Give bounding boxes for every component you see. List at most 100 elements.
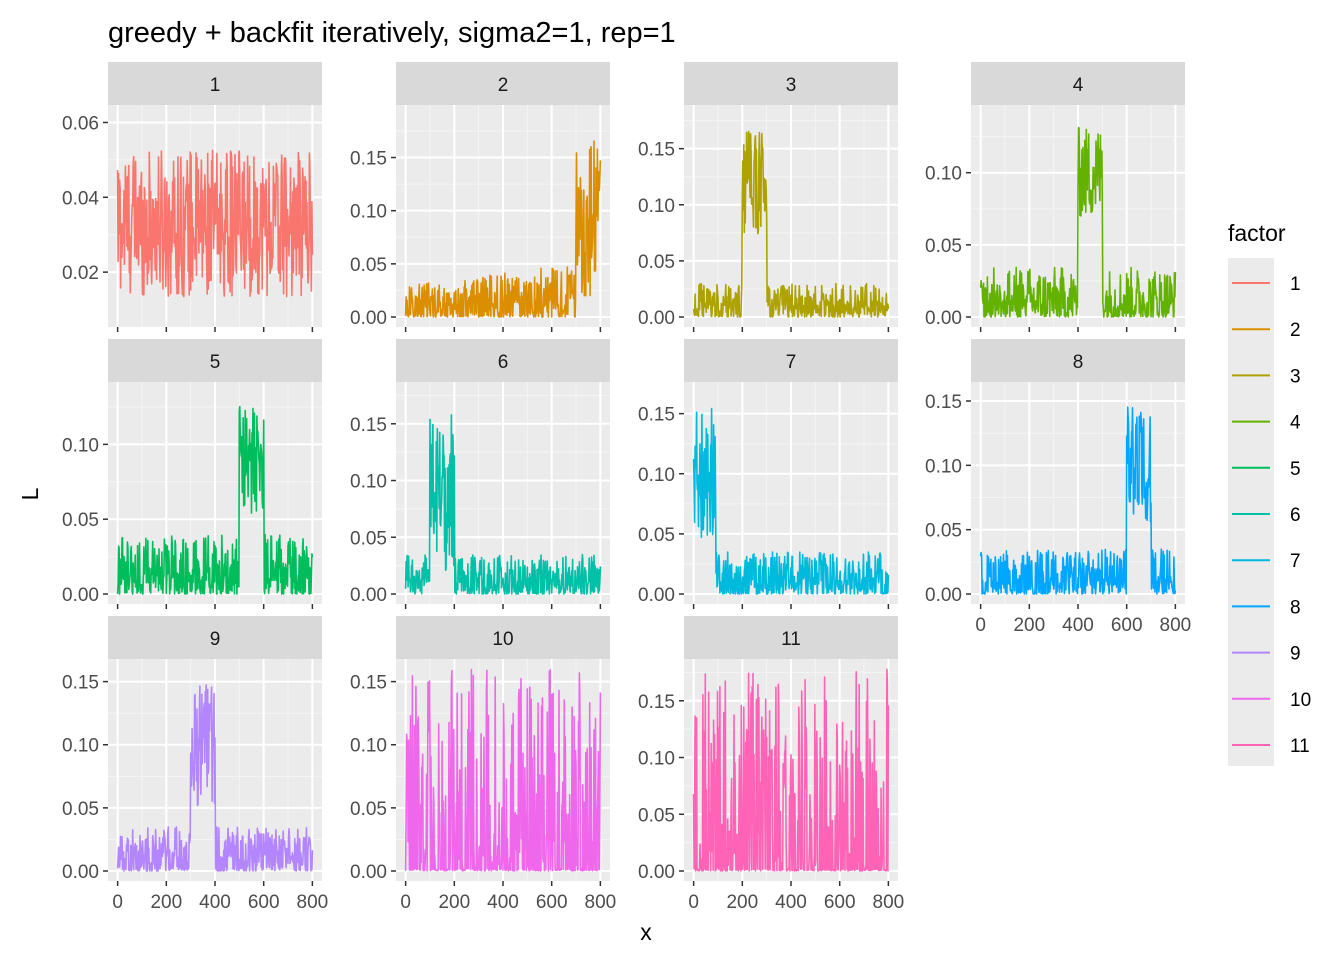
y-tick-label: 0.15 bbox=[350, 673, 387, 694]
legend-item-10: 10 bbox=[1232, 690, 1311, 711]
y-tick-label: 0.05 bbox=[350, 528, 387, 549]
x-tick-label: 400 bbox=[775, 892, 807, 913]
series-line-8 bbox=[979, 406, 1177, 595]
series-line-9 bbox=[116, 684, 314, 872]
x-tick-label: 200 bbox=[150, 892, 182, 913]
facet-strip-label: 10 bbox=[492, 629, 513, 650]
y-tick-label: 0.02 bbox=[62, 263, 99, 284]
x-tick-label: 200 bbox=[1013, 615, 1045, 636]
x-tick-label: 200 bbox=[438, 892, 470, 913]
y-tick-label: 0.00 bbox=[638, 585, 675, 606]
facet-strip-label: 2 bbox=[498, 75, 509, 96]
legend-label: 8 bbox=[1290, 597, 1301, 618]
y-tick-label: 0.15 bbox=[925, 392, 962, 413]
legend-label: 3 bbox=[1290, 366, 1301, 387]
y-tick-label: 0.00 bbox=[350, 585, 387, 606]
facet-strip bbox=[108, 616, 322, 659]
legend-label: 10 bbox=[1290, 690, 1311, 711]
facet-strip-label: 8 bbox=[1073, 352, 1084, 373]
y-tick-label: 0.10 bbox=[638, 465, 675, 486]
facet-panel-7: 7 0.00 0.05 0.10 0.15 bbox=[638, 339, 898, 609]
legend-item-4: 4 bbox=[1232, 413, 1301, 434]
x-tick-label: 800 bbox=[297, 892, 329, 913]
x-tick-label: 600 bbox=[536, 892, 568, 913]
facet-strip-label: 9 bbox=[210, 629, 221, 650]
series-line-7 bbox=[692, 407, 890, 595]
x-tick-label: 400 bbox=[199, 892, 231, 913]
series-line-3 bbox=[692, 130, 890, 318]
y-tick-label: 0.15 bbox=[62, 673, 99, 694]
facet-panel-1: 1 0.02 0.04 0.06 bbox=[62, 62, 322, 332]
facet-strip-label: 3 bbox=[786, 75, 797, 96]
facet-panel-9: 9 0.00 0.05 0.10 0.15 0 200 400 600 800 bbox=[62, 616, 328, 913]
facet-panel-11: 11 0.00 0.05 0.10 0.15 0 200 400 600 800 bbox=[638, 616, 904, 913]
facet-strip bbox=[684, 62, 898, 105]
facet-strip bbox=[396, 62, 610, 105]
y-tick-label: 0.05 bbox=[62, 799, 99, 820]
facet-strip bbox=[971, 339, 1185, 382]
legend-item-8: 8 bbox=[1232, 597, 1301, 618]
legend-label: 1 bbox=[1290, 274, 1301, 295]
y-tick-label: 0.10 bbox=[62, 435, 99, 456]
facet-strip bbox=[108, 62, 322, 105]
y-tick-label: 0.04 bbox=[62, 188, 99, 209]
legend-item-6: 6 bbox=[1232, 505, 1301, 526]
y-tick-label: 0.15 bbox=[638, 140, 675, 161]
x-tick-label: 600 bbox=[824, 892, 856, 913]
legend-item-9: 9 bbox=[1232, 644, 1301, 665]
facet-panel-6: 6 0.00 0.05 0.10 0.15 bbox=[350, 339, 610, 609]
series-line-10 bbox=[404, 668, 602, 872]
legend-item-3: 3 bbox=[1232, 366, 1301, 387]
y-tick-label: 0.00 bbox=[350, 308, 387, 329]
y-tick-label: 0.05 bbox=[350, 255, 387, 276]
y-tick-label: 0.15 bbox=[350, 149, 387, 170]
facet-strip-label: 1 bbox=[210, 75, 221, 96]
facet-strip bbox=[108, 339, 322, 382]
y-tick-label: 0.15 bbox=[638, 405, 675, 426]
legend-label: 7 bbox=[1290, 551, 1301, 572]
x-tick-label: 400 bbox=[1062, 615, 1094, 636]
x-axis-title: x bbox=[640, 919, 652, 945]
x-tick-label: 600 bbox=[248, 892, 280, 913]
y-tick-label: 0.05 bbox=[638, 805, 675, 826]
y-tick-label: 0.00 bbox=[350, 862, 387, 883]
facet-strip-label: 6 bbox=[498, 352, 509, 373]
facet-panel-4: 4 0.00 0.05 0.10 bbox=[925, 62, 1185, 332]
y-tick-label: 0.05 bbox=[350, 799, 387, 820]
legend: factor 1 2 3 4 5 6 7 8 9 10 11 bbox=[1228, 220, 1311, 766]
facet-strip bbox=[396, 339, 610, 382]
y-tick-label: 0.10 bbox=[350, 736, 387, 757]
facet-panel-2: 2 0.00 0.05 0.10 0.15 bbox=[350, 62, 610, 332]
facet-strip-label: 11 bbox=[781, 629, 801, 650]
facet-panel-5: 5 0.00 0.05 0.10 bbox=[62, 339, 322, 609]
facet-panel-3: 3 0.00 0.05 0.10 0.15 bbox=[638, 62, 898, 332]
legend-label: 6 bbox=[1290, 505, 1301, 526]
legend-label: 11 bbox=[1290, 736, 1310, 757]
series-line-2 bbox=[404, 140, 602, 318]
x-tick-label: 800 bbox=[1160, 615, 1192, 636]
legend-title: factor bbox=[1228, 220, 1286, 246]
series-line-6 bbox=[404, 414, 602, 595]
legend-items: 1 2 3 4 5 6 7 8 9 10 11 bbox=[1232, 274, 1311, 757]
series-line-4 bbox=[979, 126, 1177, 318]
series-line-5 bbox=[116, 405, 314, 595]
legend-label: 9 bbox=[1290, 644, 1301, 665]
x-tick-label: 0 bbox=[400, 892, 411, 913]
legend-label: 5 bbox=[1290, 459, 1301, 480]
facet-strip bbox=[396, 616, 610, 659]
chart-title: greedy + backfit iteratively, sigma2=1, … bbox=[108, 17, 676, 49]
y-tick-label: 0.05 bbox=[638, 525, 675, 546]
y-tick-label: 0.05 bbox=[925, 236, 962, 257]
x-tick-label: 200 bbox=[726, 892, 758, 913]
x-tick-label: 0 bbox=[112, 892, 123, 913]
y-tick-label: 0.15 bbox=[638, 692, 675, 713]
y-tick-label: 0.10 bbox=[350, 472, 387, 493]
y-tick-label: 0.00 bbox=[638, 862, 675, 883]
facet-panels: 1 0.02 0.04 0.06 2 0.00 0.05 0.10 0.15 3 0.00 0.05 0… bbox=[62, 62, 1191, 913]
legend-item-5: 5 bbox=[1232, 459, 1301, 480]
x-tick-label: 800 bbox=[873, 892, 905, 913]
y-tick-label: 0.10 bbox=[638, 196, 675, 217]
y-tick-label: 0.10 bbox=[925, 456, 962, 477]
facet-strip-label: 4 bbox=[1073, 75, 1084, 96]
